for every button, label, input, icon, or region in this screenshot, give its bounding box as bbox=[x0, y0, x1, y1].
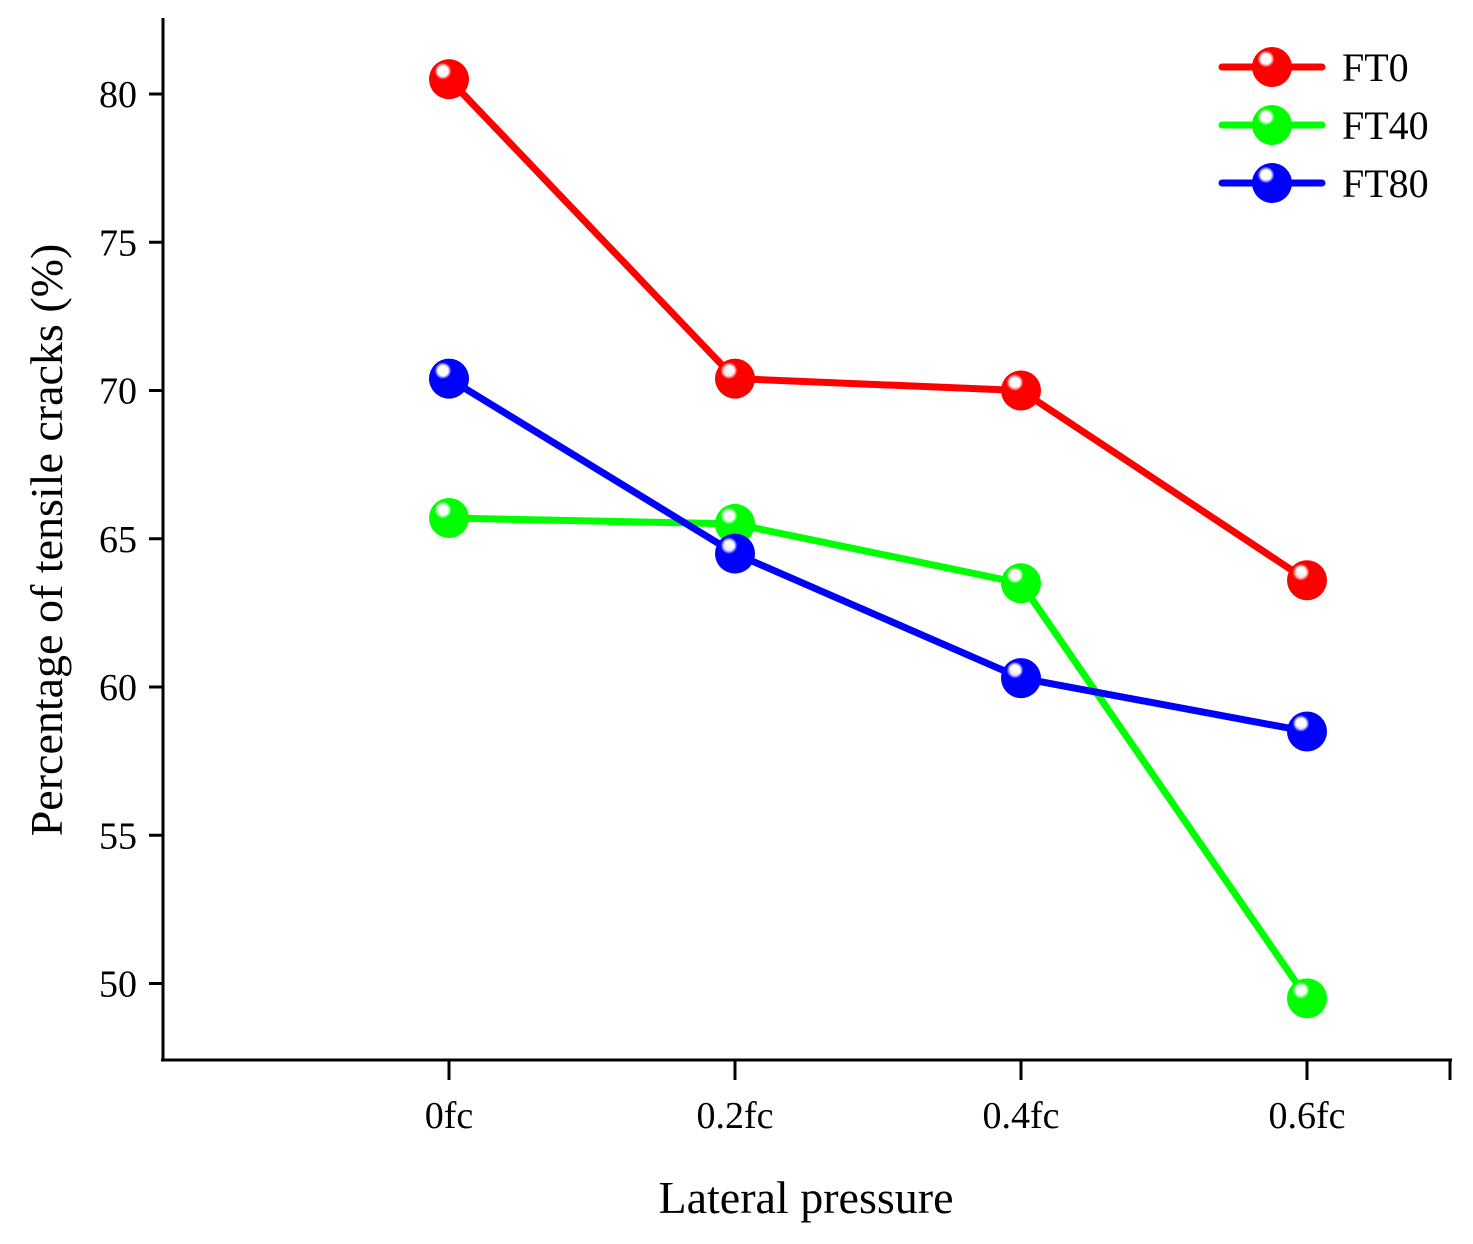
legend-marker bbox=[1252, 163, 1292, 203]
data-point-ft40[interactable] bbox=[1001, 563, 1041, 604]
x-tick-label: 0fc bbox=[425, 1095, 474, 1137]
y-axis-title: Percentage of tensile cracks (%) bbox=[21, 244, 72, 837]
data-point-ft40[interactable] bbox=[1287, 978, 1327, 1019]
x-axis-title: Lateral pressure bbox=[658, 1172, 953, 1223]
data-point-ft0[interactable] bbox=[429, 59, 469, 100]
data-point-ft0[interactable] bbox=[715, 358, 755, 399]
y-tick-label: 55 bbox=[99, 815, 137, 857]
legend-marker bbox=[1252, 47, 1292, 87]
legend-item-ft0[interactable]: FT0 bbox=[1218, 45, 1409, 90]
series-line-ft40 bbox=[445, 514, 1311, 1002]
series-lines bbox=[445, 75, 1311, 1002]
data-point-ft80[interactable] bbox=[715, 533, 755, 574]
data-point-ft80[interactable] bbox=[1287, 711, 1327, 752]
data-point-ft0[interactable] bbox=[1287, 560, 1327, 601]
data-point-ft80[interactable] bbox=[429, 358, 469, 399]
data-point-ft40[interactable] bbox=[715, 503, 755, 544]
data-point-ft0[interactable] bbox=[1001, 370, 1041, 411]
legend-item-ft80[interactable]: FT80 bbox=[1218, 161, 1429, 206]
y-tick-label: 70 bbox=[99, 371, 137, 413]
x-tick-label: 0.6fc bbox=[1268, 1095, 1345, 1137]
x-tick-label: 0.4fc bbox=[982, 1095, 1059, 1137]
series-line-ft80 bbox=[445, 375, 1311, 735]
data-point-ft40[interactable] bbox=[429, 497, 469, 538]
x-ticks: 0fc 0.2fc 0.4fc 0.6fc bbox=[425, 1060, 1452, 1137]
y-tick-label: 50 bbox=[99, 964, 137, 1006]
y-tick-label: 75 bbox=[99, 222, 137, 264]
y-ticks: 50 55 60 65 70 75 80 bbox=[99, 74, 163, 1006]
x-tick-label: 0.2fc bbox=[696, 1095, 773, 1137]
y-tick-label: 65 bbox=[99, 519, 137, 561]
legend[interactable]: FT0 FT40 FT80 bbox=[1218, 45, 1429, 206]
series-points bbox=[429, 59, 1327, 1019]
y-tick-label: 60 bbox=[99, 667, 137, 709]
legend-label: FT80 bbox=[1342, 161, 1429, 206]
series-line-ft0 bbox=[445, 75, 1311, 584]
legend-label: FT40 bbox=[1342, 103, 1429, 148]
legend-item-ft40[interactable]: FT40 bbox=[1218, 103, 1429, 148]
data-point-ft80[interactable] bbox=[1001, 658, 1041, 699]
legend-label: FT0 bbox=[1342, 45, 1409, 90]
y-tick-label: 80 bbox=[99, 74, 137, 116]
legend-marker bbox=[1252, 105, 1292, 145]
